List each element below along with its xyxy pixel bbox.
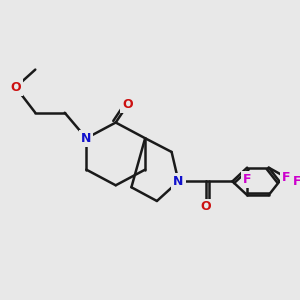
Text: N: N bbox=[173, 175, 184, 188]
Text: F: F bbox=[282, 171, 291, 184]
Text: F: F bbox=[243, 173, 251, 186]
Text: O: O bbox=[11, 81, 21, 94]
Text: O: O bbox=[201, 200, 211, 213]
Text: N: N bbox=[81, 132, 92, 145]
Text: O: O bbox=[122, 98, 133, 111]
Text: F: F bbox=[293, 175, 300, 188]
